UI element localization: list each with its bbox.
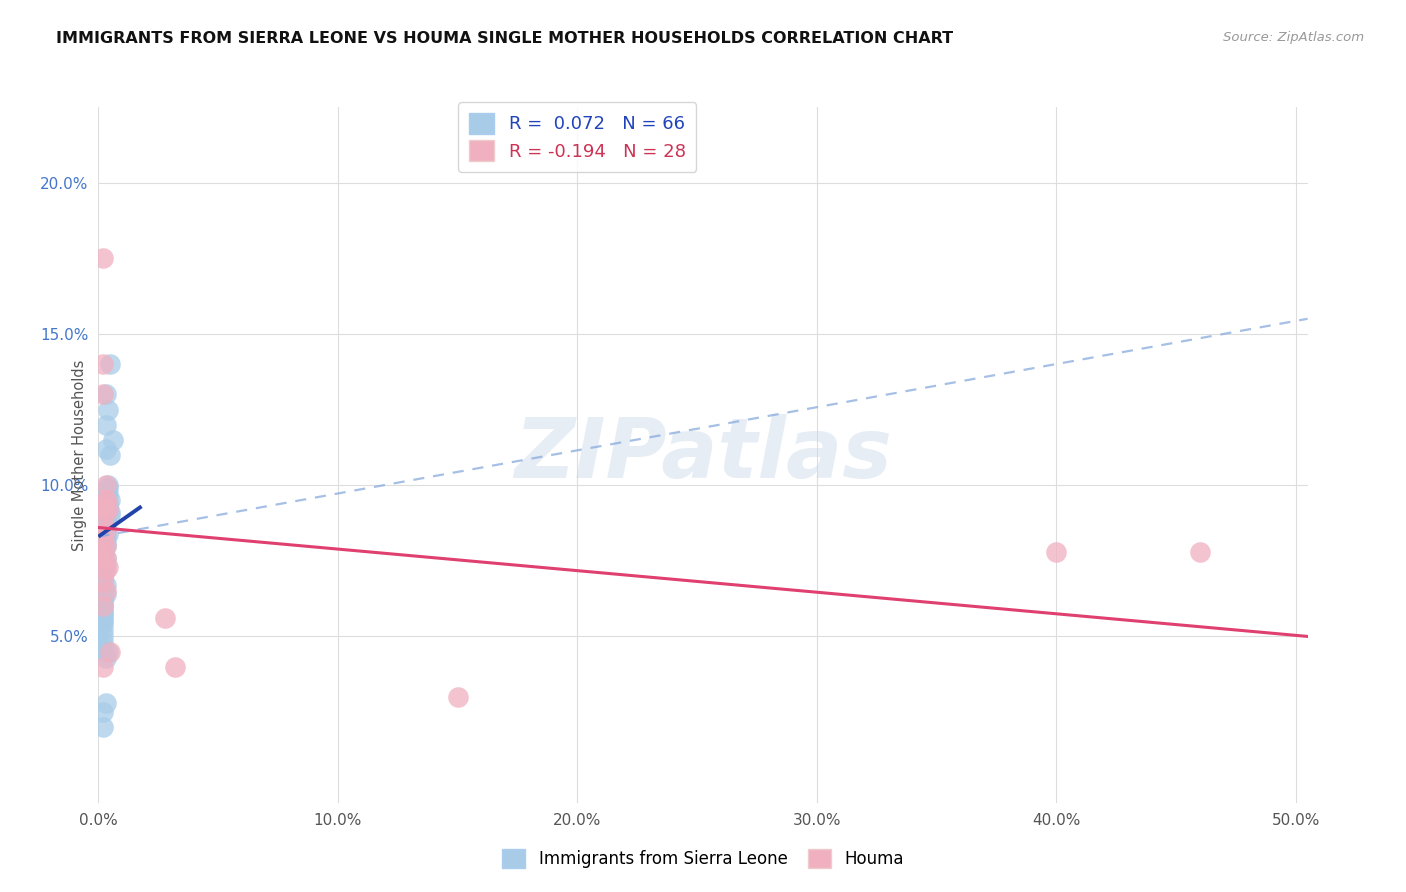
Point — [94, 515, 117, 529]
Point — [94, 563, 117, 577]
Point — [91, 533, 114, 547]
Point — [91, 545, 114, 559]
Point — [94, 557, 117, 571]
Point — [91, 581, 114, 595]
Point — [97, 502, 120, 516]
Point — [100, 448, 122, 462]
Point — [91, 608, 114, 623]
Point — [91, 599, 114, 614]
Point — [91, 615, 114, 629]
Point — [91, 554, 114, 568]
Point — [94, 524, 117, 538]
Point — [91, 574, 114, 589]
Point — [97, 478, 120, 492]
Point — [97, 481, 120, 495]
Point — [97, 487, 120, 501]
Point — [91, 574, 114, 589]
Point — [1045, 545, 1067, 559]
Point — [100, 508, 122, 523]
Point — [91, 515, 114, 529]
Y-axis label: Single Mother Households: Single Mother Households — [72, 359, 87, 550]
Point — [94, 417, 117, 432]
Point — [91, 659, 114, 673]
Point — [100, 644, 122, 658]
Point — [91, 617, 114, 632]
Point — [91, 596, 114, 610]
Point — [97, 559, 120, 574]
Point — [91, 705, 114, 719]
Point — [163, 659, 186, 673]
Point — [94, 520, 117, 534]
Point — [94, 517, 117, 532]
Point — [94, 578, 117, 592]
Point — [446, 690, 468, 704]
Point — [100, 357, 122, 371]
Text: Source: ZipAtlas.com: Source: ZipAtlas.com — [1223, 31, 1364, 45]
Point — [91, 629, 114, 643]
Point — [97, 502, 120, 516]
Point — [94, 696, 117, 710]
Point — [91, 357, 114, 371]
Point — [94, 550, 117, 565]
Point — [101, 433, 124, 447]
Point — [94, 535, 117, 549]
Point — [91, 548, 114, 562]
Point — [97, 402, 120, 417]
Point — [1188, 545, 1211, 559]
Point — [91, 541, 114, 556]
Point — [94, 511, 117, 525]
Point — [91, 593, 114, 607]
Point — [91, 545, 114, 559]
Point — [97, 526, 120, 541]
Point — [91, 539, 114, 553]
Point — [91, 500, 114, 514]
Point — [94, 530, 117, 544]
Point — [94, 442, 117, 456]
Point — [91, 605, 114, 619]
Point — [91, 624, 114, 638]
Point — [94, 490, 117, 504]
Point — [91, 635, 114, 649]
Point — [91, 590, 114, 604]
Point — [94, 539, 117, 553]
Point — [94, 524, 117, 538]
Point — [91, 584, 114, 599]
Point — [91, 569, 114, 583]
Point — [97, 644, 120, 658]
Point — [94, 478, 117, 492]
Legend: Immigrants from Sierra Leone, Houma: Immigrants from Sierra Leone, Houma — [495, 842, 911, 874]
Text: ZIPatlas: ZIPatlas — [515, 415, 891, 495]
Point — [100, 493, 122, 508]
Point — [91, 563, 114, 577]
Point — [155, 611, 177, 625]
Point — [91, 533, 114, 547]
Point — [97, 496, 120, 510]
Point — [91, 387, 114, 401]
Point — [94, 505, 117, 519]
Point — [94, 650, 117, 665]
Point — [91, 566, 114, 580]
Point — [94, 550, 117, 565]
Point — [94, 539, 117, 553]
Point — [97, 500, 120, 514]
Point — [94, 493, 117, 508]
Point — [91, 572, 114, 586]
Point — [94, 493, 117, 508]
Point — [100, 505, 122, 519]
Point — [91, 602, 114, 616]
Point — [94, 387, 117, 401]
Point — [94, 524, 117, 538]
Point — [91, 508, 114, 523]
Point — [91, 611, 114, 625]
Point — [91, 641, 114, 656]
Point — [91, 554, 114, 568]
Point — [94, 484, 117, 499]
Point — [91, 599, 114, 614]
Point — [91, 252, 114, 266]
Point — [91, 720, 114, 734]
Point — [94, 587, 117, 601]
Text: IMMIGRANTS FROM SIERRA LEONE VS HOUMA SINGLE MOTHER HOUSEHOLDS CORRELATION CHART: IMMIGRANTS FROM SIERRA LEONE VS HOUMA SI… — [56, 31, 953, 46]
Point — [94, 584, 117, 599]
Point — [91, 559, 114, 574]
